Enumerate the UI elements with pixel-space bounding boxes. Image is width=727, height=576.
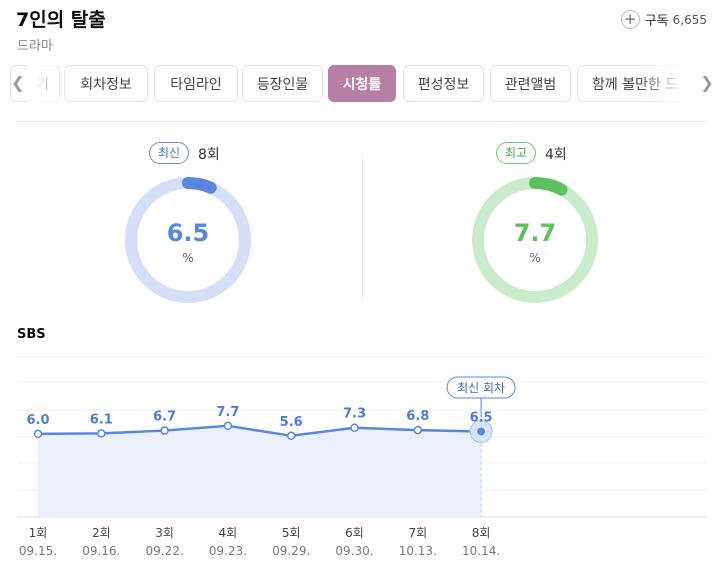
data-value-label: 6.7	[153, 410, 176, 425]
episode-tick: 2회	[91, 526, 111, 540]
date-tick: 10.14.	[462, 544, 501, 558]
series-area	[38, 425, 482, 517]
series-line	[37, 424, 482, 438]
date-tick: 09.22.	[145, 544, 184, 558]
date-tick: 09.29.	[272, 544, 311, 558]
episode-tick: 3회	[155, 526, 174, 540]
tab-ratings[interactable]: 시청률	[328, 65, 396, 102]
tab-divider	[17, 121, 707, 122]
episode-tick: 5회	[281, 526, 301, 540]
x-tick-label: 3회 09.22.	[135, 524, 195, 560]
summary-divider	[362, 155, 363, 300]
tab-schedule[interactable]: 편성정보	[403, 65, 484, 102]
best-badge: 최고	[496, 142, 537, 164]
latest-annotation-label: 최신 회차	[457, 381, 505, 395]
x-tick-label: 5회 09.29.	[261, 524, 321, 560]
date-tick: 09.16.	[82, 544, 121, 558]
data-value-label: 6.0	[26, 413, 49, 428]
x-tick-label: 2회 09.16.	[71, 524, 131, 560]
subscribe-label: 구독	[644, 14, 669, 29]
best-episode: 4회	[545, 147, 567, 163]
plus-icon: +	[620, 10, 640, 29]
data-point	[350, 423, 359, 432]
chevron-left-icon[interactable]: ❮	[11, 73, 25, 92]
x-tick-label: 7회 10.13.	[388, 524, 448, 560]
latest-gauge: 6.5 %	[125, 177, 251, 303]
episode-tick: 6회	[345, 526, 364, 540]
data-value-label: 6.8	[406, 409, 429, 424]
latest-rating-unit: %	[182, 251, 194, 265]
tab-albums[interactable]: 관련앨범	[490, 65, 571, 102]
ratings-line-chart: 최신 회차 6.0 6.1 6.7 7.7 5.6 7.3 6.8 6.5	[17, 356, 707, 518]
episode-tick: 4회	[218, 526, 238, 540]
date-tick: 09.23.	[208, 544, 247, 558]
episode-tick: 1회	[28, 526, 48, 540]
x-tick-label: 6회 09.30.	[325, 524, 385, 560]
data-point	[160, 426, 169, 435]
latest-badge: 최신	[149, 142, 190, 164]
data-value-label: 7.7	[216, 405, 239, 420]
data-value-label: 7.3	[343, 407, 366, 422]
date-tick: 09.30.	[335, 544, 374, 558]
x-tick-label: 8회 10.14.	[451, 524, 511, 560]
tab-bar: 기 회차정보 타임라인 등장인물 시청률 편성정보 관련앨범 함께 볼만한 드 …	[0, 65, 727, 105]
tab-timeline[interactable]: 타임라인	[154, 65, 238, 102]
best-rating-unit: %	[529, 251, 541, 265]
date-tick: 10.13.	[398, 544, 437, 558]
episode-tick: 7회	[408, 526, 428, 540]
tab-recommended[interactable]: 함께 볼만한 드	[577, 65, 687, 102]
chevron-right-icon[interactable]: ❯	[700, 73, 714, 92]
data-point	[413, 425, 423, 435]
latest-gauge-fill	[125, 177, 251, 303]
subscribe-button[interactable]: + 구독 6,655	[620, 10, 707, 29]
data-value-label: 6.5	[470, 411, 493, 426]
data-value-label: 5.6	[280, 415, 303, 430]
date-tick: 09.15.	[18, 544, 58, 558]
data-point	[97, 429, 106, 438]
data-point	[286, 431, 296, 441]
tab-cast[interactable]: 등장인물	[242, 65, 323, 102]
program-genre: 드라마	[17, 39, 53, 54]
best-gauge: 7.7 %	[472, 177, 598, 303]
latest-episode: 8회	[198, 147, 220, 163]
data-point	[477, 427, 486, 436]
latest-annotation-pill	[446, 376, 516, 399]
network-label: SBS	[17, 327, 46, 342]
episode-tick: 8회	[471, 526, 491, 540]
data-point	[33, 429, 43, 439]
tab-episode-info[interactable]: 회차정보	[64, 65, 148, 102]
program-title: 7인의 탈출	[16, 9, 106, 31]
data-value-label: 6.1	[90, 412, 113, 427]
x-tick-label: 4회 09.23.	[198, 524, 258, 560]
best-rating-value: 7.7	[513, 219, 557, 247]
best-gauge-fill	[472, 177, 598, 303]
x-tick-label: 1회 09.15.	[8, 524, 68, 560]
subscriber-count: 6,655	[672, 12, 707, 27]
latest-rating-value: 6.5	[166, 219, 210, 247]
data-point	[223, 421, 233, 431]
